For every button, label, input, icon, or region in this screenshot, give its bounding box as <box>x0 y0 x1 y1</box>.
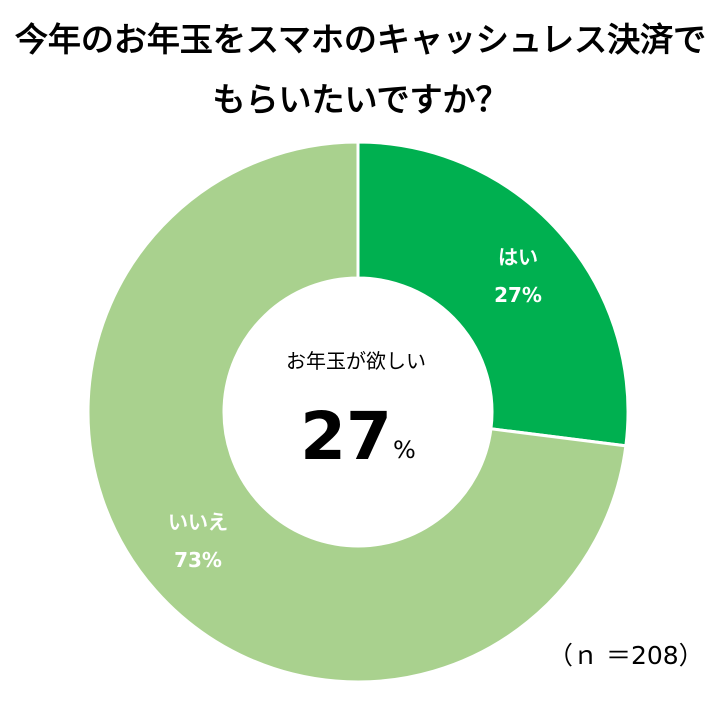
slice-value-label: 73% <box>174 548 222 572</box>
donut-slice-yes <box>356 140 630 448</box>
center-value: 27 <box>300 398 392 475</box>
slice-category-label: はい <box>498 245 538 269</box>
center-caption: お年玉が欲しい <box>286 349 426 373</box>
chart-title-line-2: もらいたいですか？ <box>212 80 509 119</box>
slice-labels: はい 27% いいえ 73% <box>168 245 542 572</box>
donut-slice-no <box>86 140 628 684</box>
center-unit: % <box>393 436 416 464</box>
donut-slices <box>86 140 630 684</box>
chart-title-line-1: 今年のお年玉をスマホのキャッシュレス決済で <box>14 20 707 59</box>
sample-size-note: （ｎ ＝208） <box>548 641 704 670</box>
slice-value-label: 27% <box>494 283 542 307</box>
slice-category-label: いいえ <box>168 510 228 534</box>
